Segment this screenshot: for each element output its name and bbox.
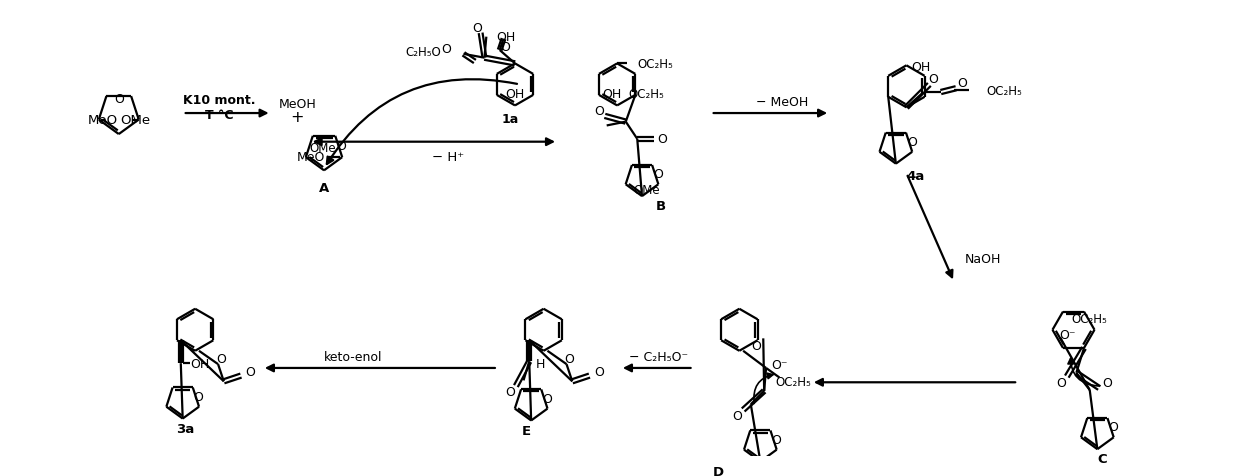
Text: O: O	[657, 133, 667, 146]
Text: MeO: MeO	[296, 150, 325, 163]
Text: − H⁺: − H⁺	[432, 150, 464, 163]
Text: +: +	[290, 110, 304, 125]
Text: OC₂H₅: OC₂H₅	[987, 84, 1022, 98]
Text: O: O	[336, 140, 346, 153]
Text: D: D	[713, 465, 724, 476]
Text: OMe: OMe	[634, 183, 660, 196]
Text: 4a: 4a	[906, 169, 925, 182]
Text: OH: OH	[496, 31, 515, 44]
Text: OC₂H₅: OC₂H₅	[637, 58, 673, 71]
Text: O: O	[1056, 376, 1066, 389]
Text: A: A	[319, 182, 329, 195]
Text: C: C	[1097, 452, 1107, 465]
Text: O: O	[441, 42, 451, 56]
Text: OC₂H₅: OC₂H₅	[1071, 312, 1106, 325]
Text: O: O	[542, 392, 552, 405]
Text: T °C: T °C	[205, 109, 233, 122]
Text: O: O	[733, 409, 743, 422]
Text: O: O	[929, 73, 939, 86]
Text: O: O	[1109, 420, 1118, 433]
Text: B: B	[656, 200, 666, 213]
Text: OMe: OMe	[120, 114, 150, 127]
Text: C₂H₅O: C₂H₅O	[405, 46, 441, 60]
Text: O: O	[957, 77, 967, 90]
Text: OC₂H₅: OC₂H₅	[775, 375, 811, 388]
Text: O: O	[114, 93, 124, 106]
Text: keto-enol: keto-enol	[324, 350, 382, 363]
Text: MeOH: MeOH	[279, 98, 316, 111]
Text: O: O	[653, 168, 663, 181]
Text: O: O	[505, 386, 515, 398]
Text: 3a: 3a	[176, 422, 195, 435]
Text: OH: OH	[911, 60, 930, 74]
Text: O: O	[751, 339, 761, 352]
Text: OC₂H₅: OC₂H₅	[627, 88, 663, 101]
Text: O: O	[1102, 376, 1112, 389]
Text: E: E	[522, 424, 531, 436]
Text: OH: OH	[506, 88, 525, 101]
Text: − MeOH: − MeOH	[756, 96, 808, 109]
Text: OMe: OMe	[310, 142, 336, 155]
Text: O: O	[472, 21, 481, 35]
Text: MeO: MeO	[88, 114, 118, 127]
Text: 1a: 1a	[502, 113, 518, 126]
Text: O: O	[193, 390, 203, 403]
Text: − C₂H₅O⁻: − C₂H₅O⁻	[629, 350, 688, 363]
Text: O: O	[564, 352, 574, 365]
Text: NaOH: NaOH	[965, 252, 1001, 265]
Text: O: O	[216, 352, 226, 365]
Text: O: O	[771, 433, 781, 446]
Text: OH: OH	[603, 88, 622, 101]
Text: O: O	[594, 366, 604, 378]
Text: O: O	[594, 104, 604, 118]
Text: O⁻: O⁻	[1059, 328, 1076, 341]
Text: O⁻: O⁻	[771, 358, 787, 371]
Text: O: O	[246, 366, 255, 378]
Text: H: H	[536, 357, 546, 370]
Text: O: O	[501, 40, 511, 54]
Text: OH: OH	[190, 357, 210, 370]
Text: K10 mont.: K10 mont.	[182, 94, 255, 107]
Text: O: O	[906, 136, 916, 149]
